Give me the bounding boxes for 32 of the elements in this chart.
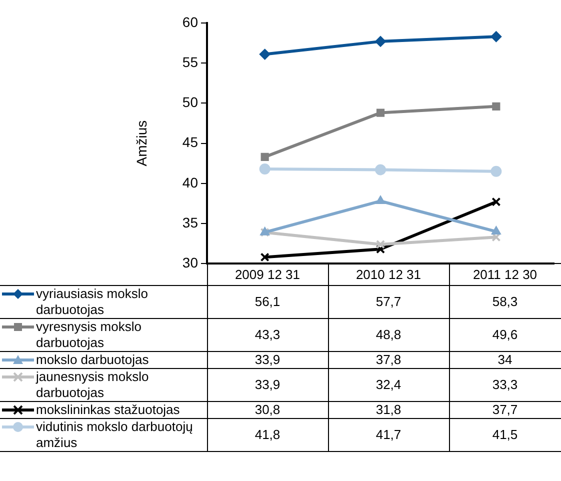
data-label: 41,5 [449,418,561,452]
legend-label: vidutinis mokslo darbuotojų amžius [36,419,194,451]
y-tick-label: 45 [182,134,198,150]
data-label: 43,3 [207,318,328,352]
y-tick-label: 35 [182,214,198,230]
y-tick-label: 50 [182,94,198,110]
data-label: 37,8 [328,352,449,368]
x-tick-label: 2011 12 30 [449,264,561,286]
data-label: 57,7 [328,286,449,318]
data-label: 31,8 [328,402,449,418]
data-label: 37,7 [449,402,561,418]
legend-label: mokslininkas stažuotojas [36,402,181,418]
x-tick-label: 2010 12 31 [328,264,449,286]
y-tick-label: 40 [182,174,198,190]
x-tick-label: 2009 12 31 [207,264,328,286]
data-label: 30,8 [207,402,328,418]
data-label: 58,3 [449,286,561,318]
data-label: 33,9 [207,368,328,402]
data-label: 33,3 [449,368,561,402]
y-tick-label: 30 [182,254,198,270]
data-label: 32,4 [328,368,449,402]
data-label: 49,6 [449,318,561,352]
legend-label: mokslo darbuotojas [36,352,150,368]
data-label: 33,9 [207,352,328,368]
data-label: 34 [449,352,561,368]
data-label: 56,1 [207,286,328,318]
data-label: 41,8 [207,418,328,452]
y-axis-title: Amžius [133,120,150,166]
y-tick-label: 55 [182,54,198,70]
data-label: 48,8 [328,318,449,352]
y-tick-label: 60 [182,14,198,30]
data-label: 41,7 [328,418,449,452]
